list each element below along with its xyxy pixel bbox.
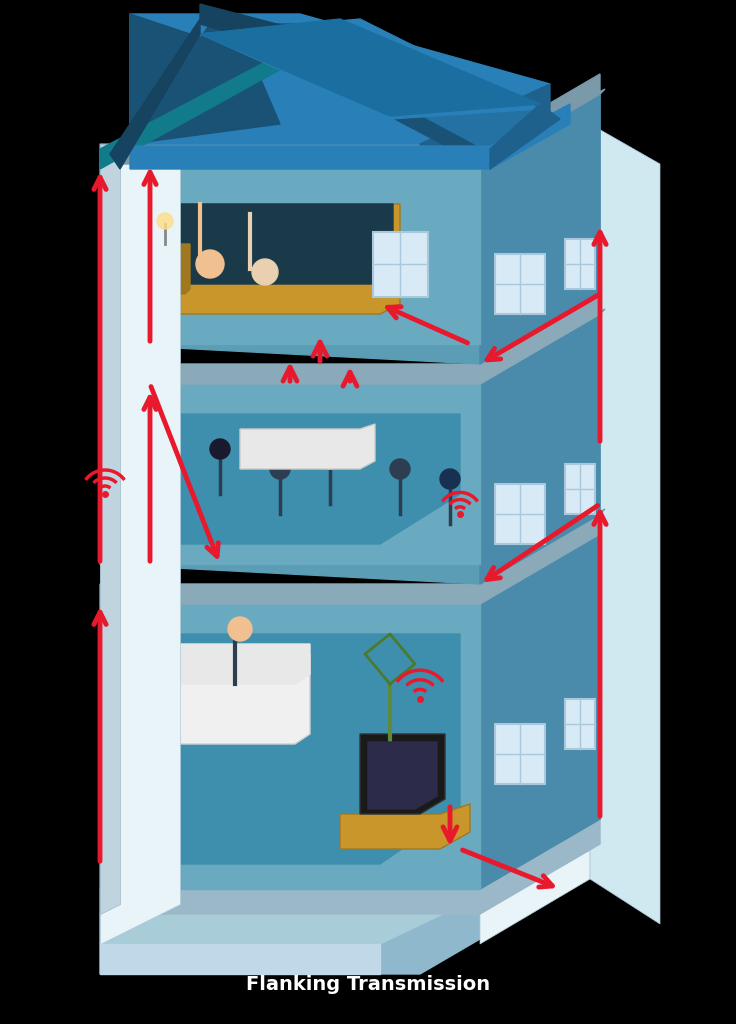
- Polygon shape: [100, 94, 600, 364]
- Text: Flanking Transmission: Flanking Transmission: [246, 975, 490, 994]
- Polygon shape: [130, 14, 280, 144]
- Polygon shape: [100, 74, 600, 164]
- Polygon shape: [590, 124, 660, 924]
- Polygon shape: [480, 314, 600, 584]
- Polygon shape: [120, 24, 360, 154]
- Circle shape: [228, 617, 252, 641]
- Circle shape: [390, 459, 410, 479]
- Polygon shape: [290, 49, 500, 169]
- Polygon shape: [110, 19, 200, 169]
- Circle shape: [270, 459, 290, 479]
- Polygon shape: [100, 384, 480, 564]
- Circle shape: [210, 439, 230, 459]
- Polygon shape: [100, 144, 180, 944]
- Polygon shape: [200, 4, 430, 89]
- Polygon shape: [100, 144, 120, 914]
- Polygon shape: [290, 24, 540, 154]
- Polygon shape: [175, 644, 310, 684]
- Polygon shape: [372, 231, 428, 297]
- Polygon shape: [480, 124, 590, 944]
- Polygon shape: [130, 104, 570, 169]
- Polygon shape: [100, 814, 600, 944]
- Polygon shape: [565, 239, 595, 289]
- Polygon shape: [150, 634, 460, 864]
- Polygon shape: [178, 204, 393, 284]
- Polygon shape: [100, 819, 600, 914]
- Polygon shape: [100, 514, 600, 604]
- Circle shape: [320, 449, 340, 469]
- Polygon shape: [175, 204, 400, 314]
- Polygon shape: [175, 654, 310, 744]
- Polygon shape: [100, 839, 600, 974]
- Polygon shape: [100, 534, 600, 889]
- Polygon shape: [495, 724, 545, 784]
- Polygon shape: [360, 734, 445, 814]
- Polygon shape: [100, 164, 480, 344]
- Polygon shape: [480, 94, 600, 364]
- Polygon shape: [565, 699, 595, 749]
- Polygon shape: [420, 84, 550, 169]
- Circle shape: [440, 469, 460, 489]
- Polygon shape: [480, 89, 605, 164]
- Polygon shape: [495, 484, 545, 544]
- Polygon shape: [368, 742, 437, 809]
- Polygon shape: [200, 19, 540, 116]
- Polygon shape: [100, 49, 290, 169]
- Polygon shape: [100, 604, 480, 889]
- Polygon shape: [240, 424, 375, 469]
- Polygon shape: [115, 444, 165, 534]
- Polygon shape: [155, 244, 190, 294]
- Polygon shape: [340, 804, 470, 849]
- Polygon shape: [495, 254, 545, 314]
- Polygon shape: [480, 534, 600, 889]
- Polygon shape: [150, 414, 460, 544]
- Polygon shape: [100, 944, 380, 974]
- Circle shape: [157, 213, 173, 229]
- Circle shape: [252, 259, 278, 285]
- Polygon shape: [200, 19, 540, 119]
- Polygon shape: [100, 294, 600, 384]
- Polygon shape: [100, 314, 600, 584]
- Polygon shape: [490, 104, 560, 169]
- Polygon shape: [565, 464, 595, 514]
- Circle shape: [196, 250, 224, 278]
- Polygon shape: [480, 309, 605, 384]
- Polygon shape: [130, 14, 550, 144]
- Polygon shape: [480, 509, 605, 584]
